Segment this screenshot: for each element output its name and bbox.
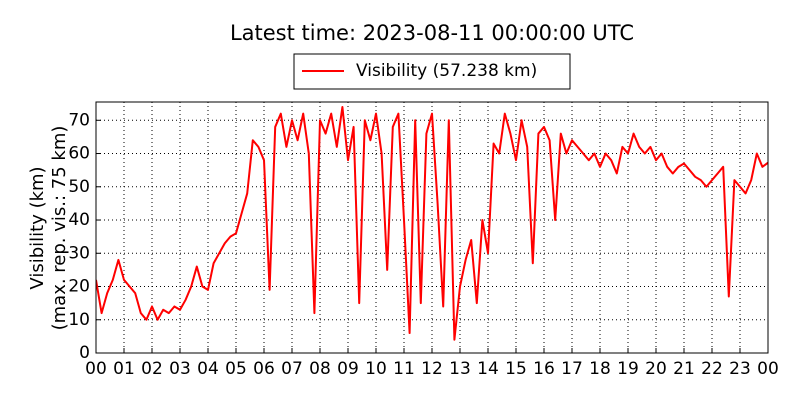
y-tick-label: 20: [68, 277, 90, 297]
y-axis-label: Visibility (km): [27, 166, 48, 289]
y-tick-label: 40: [68, 210, 90, 230]
x-tick-label: 09: [337, 359, 359, 379]
x-tick-label: 10: [365, 359, 387, 379]
y-tick-label: 50: [68, 177, 90, 197]
y-axis-label: (max. rep. vis.: 75 km): [49, 126, 70, 331]
x-tick-label: 20: [645, 359, 667, 379]
x-tick-label: 03: [169, 359, 191, 379]
x-tick-label: 02: [141, 359, 163, 379]
legend-label: Visibility (57.238 km): [356, 61, 537, 81]
x-tick-label: 18: [589, 359, 611, 379]
x-tick-label: 00: [757, 359, 779, 379]
x-tick-label: 00: [85, 359, 107, 379]
x-tick-label: 13: [449, 359, 471, 379]
x-tick-label: 08: [309, 359, 331, 379]
x-tick-label: 21: [673, 359, 695, 379]
x-tick-label: 06: [253, 359, 275, 379]
y-tick-label: 70: [68, 110, 90, 130]
x-tick-label: 16: [533, 359, 555, 379]
x-tick-label: 07: [281, 359, 303, 379]
x-tick-label: 12: [421, 359, 443, 379]
y-tick-label: 60: [68, 144, 90, 164]
x-tick-label: 04: [197, 359, 219, 379]
y-tick-label: 0: [79, 343, 90, 363]
y-tick-label: 30: [68, 243, 90, 263]
x-tick-label: 01: [113, 359, 135, 379]
x-tick-label: 19: [617, 359, 639, 379]
x-tick-label: 17: [561, 359, 583, 379]
data-line: [96, 105, 768, 341]
y-tick-label: 10: [68, 310, 90, 330]
x-tick-label: 14: [477, 359, 499, 379]
chart-title: Latest time: 2023-08-11 00:00:00 UTC: [230, 21, 634, 45]
x-tick-label: 23: [729, 359, 751, 379]
x-tick-label: 22: [701, 359, 723, 379]
x-tick-label: 11: [393, 359, 415, 379]
x-tick-label: 05: [225, 359, 247, 379]
x-tick-label: 15: [505, 359, 527, 379]
plot-frame: [95, 101, 769, 354]
